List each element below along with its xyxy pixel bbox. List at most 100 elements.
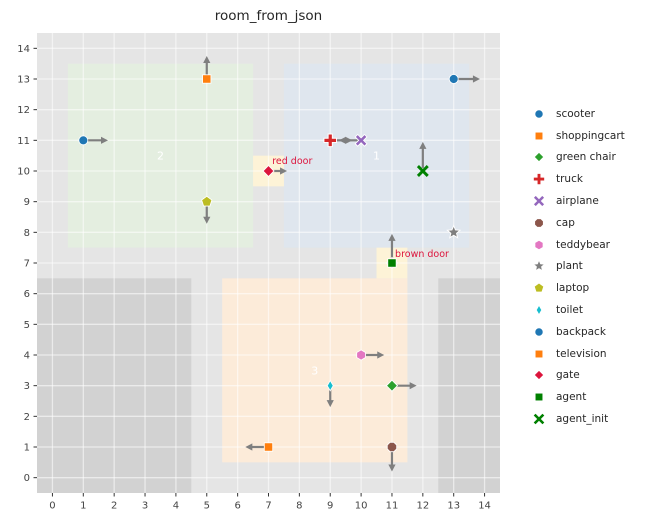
- y-tick-label-2: 2: [24, 412, 30, 423]
- legend-label: television: [556, 347, 607, 360]
- legend-marker-airplane-icon: [532, 194, 546, 208]
- legend-marker-shoppingcart-icon: [534, 131, 544, 140]
- legend-marker-television-icon: [534, 349, 544, 358]
- object-marker-shoppingcart: [202, 74, 212, 84]
- layer-grid: [37, 33, 500, 493]
- legend-item-agent-init: agent_init: [531, 408, 625, 430]
- legend-marker-shape: [535, 304, 543, 316]
- legend-marker-shape: [533, 370, 545, 381]
- legend-label: gate: [556, 369, 580, 382]
- object-marker-toilet: [326, 379, 334, 392]
- legend-item-scooter: scooter: [531, 103, 625, 125]
- object-marker-backpack: [448, 74, 459, 84]
- object-marker-cap: [386, 441, 398, 453]
- legend-marker-shape: [532, 194, 546, 208]
- object-arrow-cap: [388, 450, 396, 472]
- legend-label: shoppingcart: [556, 129, 625, 142]
- object-marker-plant: [446, 224, 462, 239]
- object-arrow-teddybear: [364, 351, 385, 359]
- x-tick-label-10: 10: [355, 501, 368, 512]
- object-arrow-agent-init: [419, 141, 427, 168]
- legend-marker-shape: [534, 349, 544, 358]
- y-tick-label-1: 1: [24, 443, 30, 454]
- object-marker-truck: [323, 133, 338, 148]
- y-tick-label-6: 6: [24, 289, 30, 300]
- legend-item-television: television: [531, 343, 625, 365]
- legend-item-plant: plant: [531, 256, 625, 278]
- object-arrow-scooter: [86, 136, 108, 144]
- x-tick-label-7: 7: [265, 501, 271, 512]
- y-tick-label-5: 5: [24, 320, 30, 331]
- legend-marker-shape: [532, 173, 546, 186]
- object-marker-green-chair: [385, 379, 399, 392]
- room-area-2: [67, 63, 254, 248]
- x-tick-label-8: 8: [296, 501, 302, 512]
- legend-item-green-chair: green chair: [531, 147, 625, 169]
- legend-label: agent_init: [556, 413, 609, 426]
- object-marker-laptop: [201, 195, 213, 207]
- legend-item-cap: cap: [531, 212, 625, 234]
- legend-label: scooter: [556, 107, 595, 120]
- legend-marker-cap-icon: [534, 218, 544, 228]
- object-marker-agent: [387, 258, 397, 268]
- layer-rlabels: 2 1 3: [157, 150, 380, 378]
- x-tick-label-5: 5: [204, 501, 210, 512]
- legend-label: airplane: [556, 195, 599, 208]
- object-arrow-shoppingcart: [203, 56, 211, 76]
- legend-marker-agent-icon: [534, 393, 544, 402]
- legend-label: laptop: [556, 282, 590, 295]
- y-tick-label-12: 12: [17, 105, 30, 116]
- object-marker-airplane: [354, 133, 368, 147]
- object-arrow-agent: [388, 233, 396, 260]
- legend-marker-shape: [534, 327, 544, 337]
- x-tick-label-14: 14: [478, 501, 491, 512]
- legend-label: agent: [556, 391, 587, 404]
- legend-marker-shape: [534, 239, 544, 250]
- x-tick-label-2: 2: [111, 501, 117, 512]
- room-label-3: 3: [311, 364, 318, 377]
- room-label-1: 1: [373, 150, 380, 163]
- legend-item-shoppingcart: shoppingcart: [531, 125, 625, 147]
- object-marker-television: [263, 442, 274, 452]
- legend-item-gate: gate: [531, 365, 625, 387]
- legend-marker-toilet-icon: [535, 304, 543, 316]
- gate-marker-red-door: [262, 164, 275, 178]
- legend-label: truck: [556, 173, 583, 186]
- legend-label: toilet: [556, 304, 583, 317]
- legend-item-backpack: backpack: [531, 321, 625, 343]
- x-tick-label-4: 4: [173, 501, 179, 512]
- layer-rooms: [67, 63, 470, 463]
- legend-marker-shape: [534, 131, 544, 140]
- y-tick-label-11: 11: [17, 136, 30, 147]
- legend-marker-plant-icon: [532, 259, 546, 273]
- object-arrow-laptop: [203, 204, 211, 224]
- room-label-2: 2: [157, 150, 164, 163]
- object-marker-teddybear: [356, 349, 366, 361]
- legend-marker-truck-icon: [532, 173, 546, 186]
- object-arrow-television: [245, 443, 266, 451]
- legend-label: teddybear: [556, 238, 610, 251]
- layer-markers: [78, 74, 462, 453]
- legend-marker-shape: [534, 393, 544, 402]
- y-tick-label-0: 0: [24, 473, 30, 484]
- legend-marker-shape: [533, 413, 545, 425]
- legend-item-laptop: laptop: [531, 277, 625, 299]
- layer-dlabels: red door brown door: [272, 156, 449, 260]
- legend-label: backpack: [556, 325, 606, 338]
- legend-marker-green-chair-icon: [533, 152, 545, 163]
- legend-item-toilet: toilet: [531, 299, 625, 321]
- object-arrow-backpack: [456, 75, 480, 83]
- y-tick-label-13: 13: [17, 75, 30, 86]
- door-label-red-door: red door: [272, 156, 312, 167]
- object-marker-scooter: [78, 135, 89, 146]
- legend-label: cap: [556, 216, 575, 229]
- x-tick-label-13: 13: [447, 501, 460, 512]
- y-tick-label-9: 9: [24, 197, 30, 208]
- legend: scooter shoppingcart green chair truck airpl…: [531, 103, 625, 430]
- legend-label: green chair: [556, 151, 616, 164]
- y-tick-label-3: 3: [24, 381, 30, 392]
- legend-marker-shape: [532, 259, 546, 273]
